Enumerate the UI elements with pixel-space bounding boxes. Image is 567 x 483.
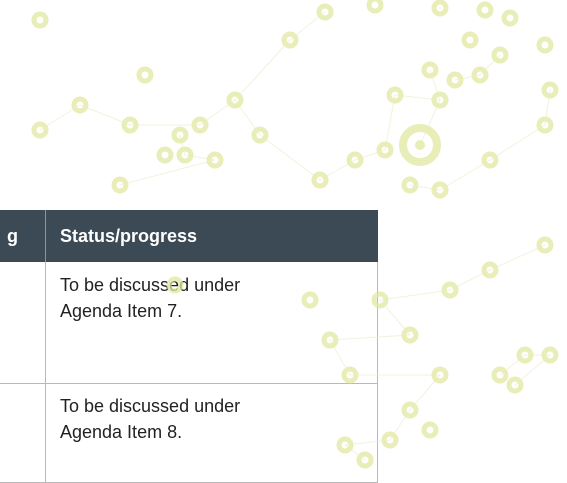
network-link — [409, 374, 441, 411]
table-cell: To be discussed under Agenda Item 8. — [45, 383, 378, 483]
network-link — [394, 94, 441, 101]
network-link — [234, 39, 291, 101]
network-node — [31, 11, 49, 29]
network-link — [234, 99, 261, 136]
network-node — [136, 66, 154, 84]
network-node — [471, 66, 489, 84]
network-link — [384, 94, 396, 151]
network-node — [501, 9, 519, 27]
network-link — [419, 99, 441, 146]
network-node — [536, 236, 554, 254]
network-node — [541, 346, 559, 364]
table-cell: To be discussed under Agenda Item 7. — [45, 262, 378, 384]
network-link — [379, 299, 411, 336]
header-cell: Status/progress — [46, 210, 378, 262]
network-node — [171, 126, 189, 144]
network-node — [401, 326, 419, 344]
network-link — [489, 244, 546, 271]
network-node — [516, 346, 534, 364]
header-cell: g — [0, 210, 46, 262]
network-hub — [399, 124, 441, 166]
network-node — [346, 151, 364, 169]
network-node — [206, 151, 224, 169]
network-link — [454, 74, 481, 81]
network-node — [156, 146, 174, 164]
network-link — [259, 134, 321, 181]
network-link — [319, 159, 356, 181]
network-node — [176, 146, 194, 164]
network-node — [376, 141, 394, 159]
cell-text: To be discussed under Agenda Item 7. — [60, 275, 241, 321]
network-link — [39, 104, 81, 131]
network-link — [499, 354, 526, 376]
network-node — [491, 46, 509, 64]
network-link — [479, 54, 501, 76]
network-link — [119, 159, 216, 186]
table-cell — [0, 262, 46, 384]
network-node — [401, 401, 419, 419]
network-link — [199, 99, 236, 126]
network-node — [481, 261, 499, 279]
network-node — [311, 171, 329, 189]
network-link — [389, 409, 411, 441]
network-node — [191, 116, 209, 134]
network-node — [536, 36, 554, 54]
network-node — [431, 91, 449, 109]
network-link — [429, 69, 441, 101]
network-node — [431, 366, 449, 384]
network-node — [476, 1, 494, 19]
network-node — [441, 281, 459, 299]
network-node — [421, 421, 439, 439]
network-link — [489, 124, 546, 161]
network-node — [281, 31, 299, 49]
network-link — [449, 269, 491, 291]
network-node — [491, 366, 509, 384]
table-cell — [0, 383, 46, 483]
network-link — [184, 154, 216, 161]
network-node — [366, 0, 384, 14]
network-node — [316, 3, 334, 21]
network-link — [409, 184, 441, 191]
network-node — [401, 176, 419, 194]
network-node — [481, 151, 499, 169]
network-node — [461, 31, 479, 49]
network-link — [289, 11, 326, 41]
network-node — [446, 71, 464, 89]
network-node — [71, 96, 89, 114]
network-node — [431, 0, 449, 17]
network-node — [541, 81, 559, 99]
network-node — [421, 61, 439, 79]
network-node — [251, 126, 269, 144]
network-link — [514, 354, 551, 386]
network-node — [431, 181, 449, 199]
network-link — [79, 104, 131, 126]
network-node — [536, 116, 554, 134]
cell-text: To be discussed under Agenda Item 8. — [60, 396, 241, 442]
network-link — [439, 159, 491, 191]
network-link — [179, 134, 186, 156]
network-node — [226, 91, 244, 109]
network-node — [506, 376, 524, 394]
network-node — [386, 86, 404, 104]
network-node — [121, 116, 139, 134]
network-link — [354, 149, 386, 161]
network-link — [544, 89, 551, 126]
network-node — [381, 431, 399, 449]
network-hub-core — [415, 140, 425, 150]
network-node — [111, 176, 129, 194]
network-node — [31, 121, 49, 139]
network-link — [379, 289, 451, 301]
